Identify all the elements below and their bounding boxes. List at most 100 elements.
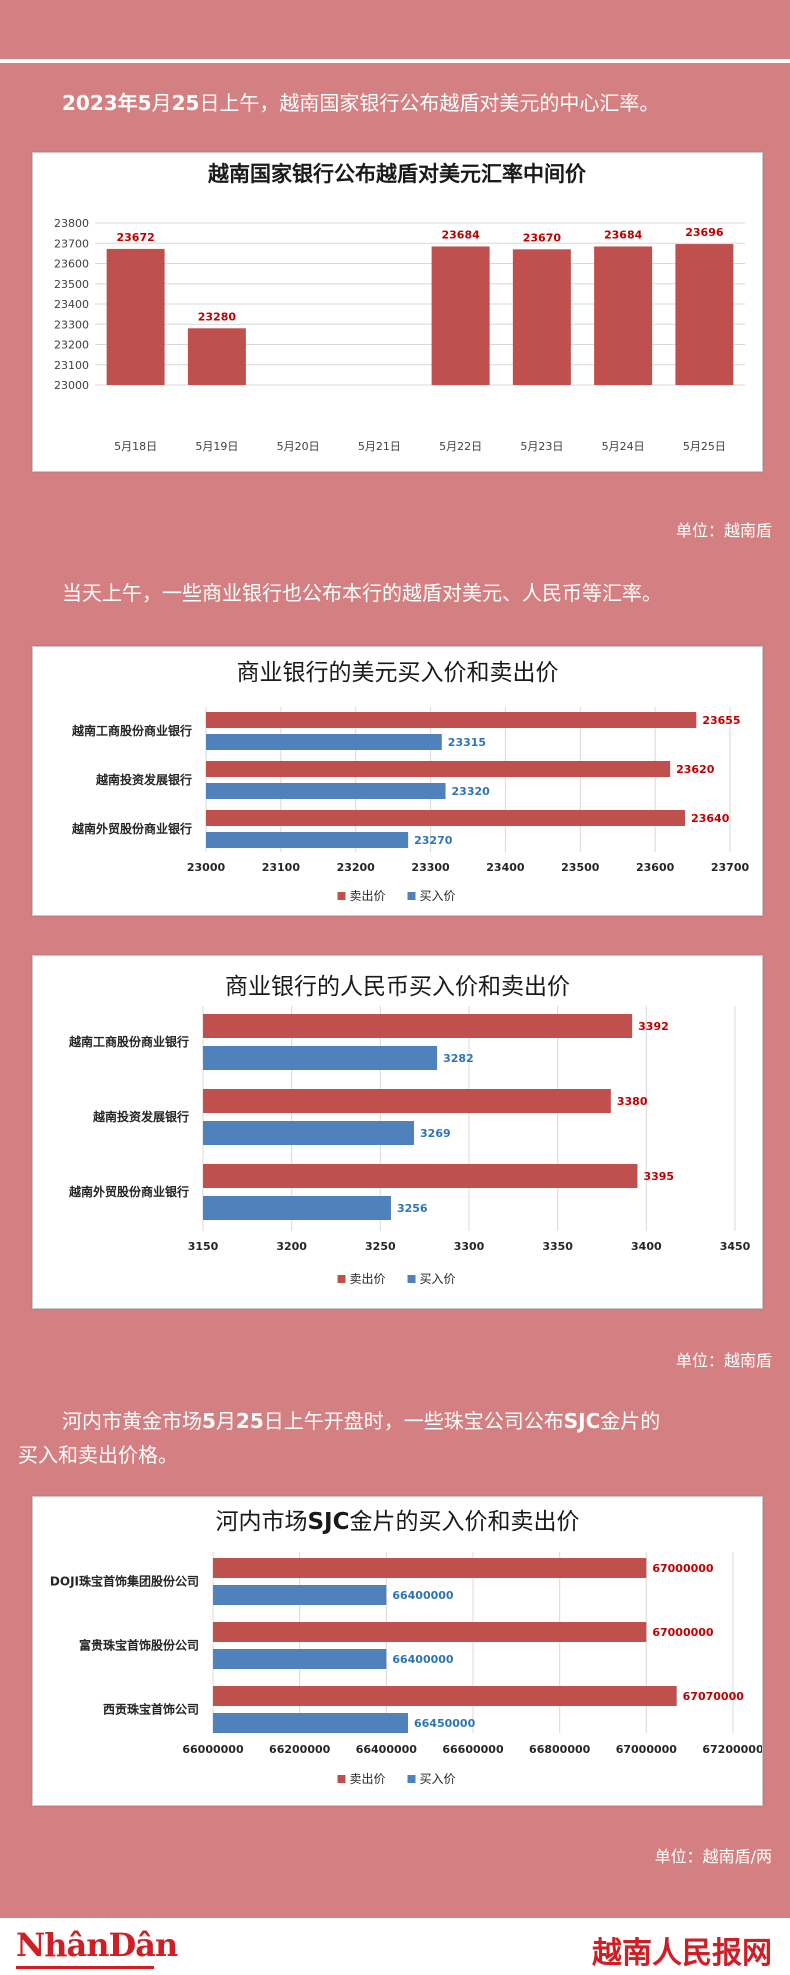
x-tick-label: 5月19日 [195, 440, 238, 453]
x-tick-label: 23700 [711, 861, 750, 874]
data-label: 66400000 [392, 1589, 454, 1602]
x-tick-label: 67000000 [616, 1743, 678, 1756]
data-label: 23670 [523, 231, 562, 244]
bar [675, 244, 734, 385]
gold-market-paragraph: 河内市黄金市场5月25日上午开盘时，一些珠宝公司公布SJC金片的 买入和卖出价格。 [18, 1409, 661, 1467]
sell-bar [206, 810, 686, 826]
legend-label: 买入价 [420, 889, 456, 903]
bar [431, 246, 490, 385]
chart-title: 商业银行的美元买入价和卖出价 [237, 660, 559, 686]
bar [512, 249, 571, 385]
buy-bar [203, 1046, 438, 1070]
data-label: 66450000 [414, 1717, 476, 1730]
legend-label: 卖出价 [350, 889, 386, 903]
legend-label: 卖出价 [350, 1272, 386, 1286]
sell-bar [203, 1164, 638, 1188]
legend-swatch [407, 1775, 416, 1783]
category-label: 越南工商股份商业银行 [71, 723, 192, 738]
category-label: 越南投资发展银行 [95, 772, 192, 787]
x-tick-label: 66200000 [269, 1743, 331, 1756]
legend-swatch [337, 1275, 346, 1283]
category-label: 越南外贸股份商业银行 [68, 1184, 189, 1199]
legend-swatch [407, 1275, 416, 1283]
x-tick-label: 23400 [486, 861, 525, 874]
buy-bar [206, 832, 409, 848]
buy-bar [213, 1649, 387, 1669]
category-label: 越南工商股份商业银行 [68, 1034, 189, 1049]
central-rate-chart-svg: 越南国家银行公布越盾对美元汇率中间价 23000 23100 23200 23300 23… [54, 161, 745, 453]
chart-title: 商业银行的人民币买入价和卖出价 [225, 974, 570, 1000]
x-tick-label: 23500 [561, 861, 600, 874]
x-tick-label: 5月24日 [602, 440, 645, 453]
legend-swatch [407, 892, 416, 900]
x-tick-label: 3150 [188, 1240, 219, 1253]
unit-label-3: 单位：越南盾/两 [654, 1847, 772, 1866]
buy-bar [203, 1196, 391, 1220]
chart-title-part: 河内市场 [215, 1509, 307, 1535]
data-label: 23320 [452, 785, 491, 798]
usd-bank-chart: 商业银行的美元买入价和卖出价 23000 23100 23200 23300 23400 2… [32, 646, 763, 916]
usd-bank-chart-svg: 商业银行的美元买入价和卖出价 23000 23100 23200 23300 23400 2… [71, 660, 750, 903]
footer: NhânDân 越南人民报网 [0, 1918, 790, 1975]
bar [594, 246, 653, 385]
data-label: 67070000 [683, 1690, 745, 1703]
nhandan-logo[interactable]: NhânDân [16, 1926, 178, 1964]
buy-bar [213, 1585, 387, 1605]
data-label: 23280 [198, 310, 237, 323]
legend-swatch [337, 892, 346, 900]
data-label: 3269 [420, 1127, 451, 1140]
x-tick-label: 3200 [276, 1240, 307, 1253]
y-tick-label: 23300 [54, 318, 89, 331]
data-label: 3380 [617, 1095, 648, 1108]
bar [187, 328, 246, 385]
data-label: 3256 [397, 1202, 428, 1215]
cny-bank-chart: 商业银行的人民币买入价和卖出价 3150 3200 3250 3300 3350 3400 3… [32, 955, 763, 1309]
category-label: 西贡珠宝首饰公司 [103, 1702, 199, 1717]
data-label: 23684 [604, 228, 643, 241]
data-label: 23696 [685, 226, 724, 239]
category-label: 越南外贸股份商业银行 [71, 821, 192, 836]
x-tick-label: 3300 [454, 1240, 485, 1253]
data-label: 23315 [448, 736, 486, 749]
data-label: 3282 [443, 1052, 474, 1065]
data-label: 67000000 [652, 1562, 714, 1575]
buy-bar [206, 734, 442, 750]
sell-bar [203, 1089, 611, 1113]
x-tick-label: 66400000 [356, 1743, 418, 1756]
chart-title-part: 金片的买入价和卖出价 [350, 1509, 580, 1535]
sell-bar [213, 1558, 647, 1578]
x-tick-label: 3450 [720, 1240, 751, 1253]
data-label: 23684 [441, 228, 480, 241]
x-tick-label: 23200 [337, 861, 376, 874]
sjc-gold-chart: 河内市场SJC金片的买入价和卖出价 66000000 66200000 6640000… [32, 1496, 763, 1806]
legend-label: 买入价 [420, 1272, 456, 1286]
data-label: 3392 [638, 1020, 669, 1033]
data-label: 23270 [414, 834, 453, 847]
buy-bar [203, 1121, 415, 1145]
data-label: 23655 [702, 714, 740, 727]
intro-paragraph: 2023年5月25日上午，越南国家银行公布越盾对美元的中心汇率。 [62, 91, 660, 115]
top-divider [0, 59, 790, 63]
site-name[interactable]: 越南人民报网 [592, 1936, 772, 1971]
commercial-bank-paragraph: 当天上午，一些商业银行也公布本行的越盾对美元、人民币等汇率。 [62, 581, 662, 605]
cny-bank-chart-svg: 商业银行的人民币买入价和卖出价 3150 3200 3250 3300 3350 3400 3… [68, 974, 751, 1286]
data-label: 23640 [691, 812, 730, 825]
sell-bar [203, 1014, 633, 1038]
sell-bar [213, 1622, 647, 1642]
data-label: 23620 [676, 763, 715, 776]
data-label: 3395 [643, 1170, 674, 1183]
data-label: 66400000 [392, 1653, 454, 1666]
y-tick-label: 23800 [54, 217, 89, 230]
x-tick-label: 5月23日 [520, 440, 563, 453]
x-tick-label: 5月21日 [358, 440, 401, 453]
buy-bar [213, 1713, 408, 1733]
x-tick-label: 23000 [187, 861, 226, 874]
x-tick-label: 5月22日 [439, 440, 482, 453]
x-tick-label: 5月25日 [683, 440, 726, 453]
y-tick-label: 23500 [54, 278, 89, 291]
x-tick-label: 23100 [262, 861, 301, 874]
y-tick-label: 23700 [54, 237, 89, 250]
category-label: DOJI珠宝首饰集团股份公司 [50, 1574, 199, 1589]
y-tick-label: 23600 [54, 258, 89, 271]
x-tick-label: 3250 [365, 1240, 396, 1253]
